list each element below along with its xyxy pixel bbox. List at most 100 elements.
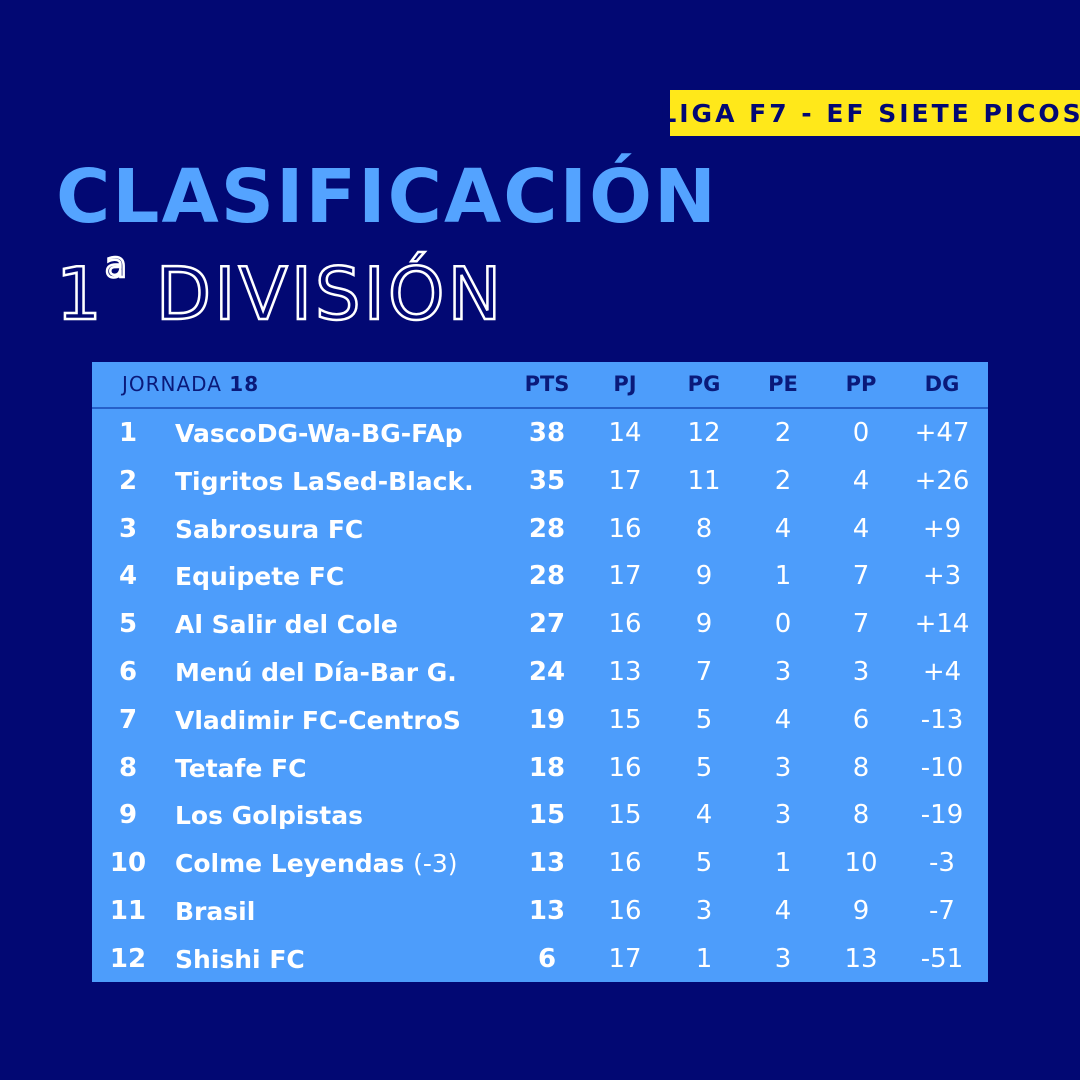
points-cell: 18 [528, 752, 566, 783]
lost-cell: 10 [844, 848, 878, 879]
jornada-label: JORNADA 18 [122, 362, 259, 407]
table-row: 4 Equipete FC 28 17 9 1 7 +3 [92, 553, 988, 601]
position-cell: 6 [118, 656, 138, 687]
lost-cell: 6 [852, 704, 870, 735]
won-cell: 9 [695, 561, 713, 592]
team-name: Colme Leyendas [175, 849, 405, 879]
header-pe: PE [768, 372, 798, 396]
goal-difference-cell: +4 [922, 656, 962, 687]
points-cell: 15 [528, 800, 566, 831]
team-cell: Tigritos LaSed-Black. [175, 458, 515, 506]
team-name: Tetafe FC [175, 753, 307, 783]
division-ordinal: a [104, 245, 130, 286]
points-cell: 19 [528, 704, 566, 735]
position-cell: 1 [118, 418, 138, 448]
played-cell: 16 [608, 513, 642, 544]
played-cell: 14 [608, 418, 642, 448]
played-cell: 16 [608, 895, 642, 926]
drawn-cell: 3 [774, 800, 792, 831]
lost-cell: 4 [852, 513, 870, 544]
played-cell: 16 [608, 848, 642, 879]
team-cell: Shishi FC [175, 936, 515, 984]
points-cell: 38 [528, 418, 566, 448]
played-cell: 17 [608, 465, 642, 496]
drawn-cell: 3 [774, 943, 792, 974]
won-cell: 4 [695, 800, 713, 831]
points-cell: 28 [528, 561, 566, 592]
position-cell: 12 [109, 943, 147, 974]
drawn-cell: 3 [774, 752, 792, 783]
won-cell: 5 [695, 752, 713, 783]
goal-difference-cell: -19 [920, 800, 964, 831]
table-header: JORNADA 18 PTS PJ PG PE PP DG [92, 362, 988, 409]
played-cell: 16 [608, 609, 642, 640]
team-cell: VascoDG-Wa-BG-FAp [175, 410, 515, 458]
team-name: Tigritos LaSed-Black. [175, 466, 474, 496]
table-row: 2 Tigritos LaSed-Black. 35 17 11 2 4 +26 [92, 458, 988, 506]
jornada-text: JORNADA [122, 372, 222, 396]
table-row: 12 Shishi FC 6 17 1 3 13 -51 [92, 936, 988, 984]
division-subtitle: 1a DIVISIÓN [55, 246, 504, 331]
goal-difference-cell: -13 [920, 704, 964, 735]
table-row: 11 Brasil 13 16 3 4 9 -7 [92, 888, 988, 936]
team-cell: Al Salir del Cole [175, 601, 515, 649]
points-cell: 27 [528, 609, 566, 640]
won-cell: 11 [687, 465, 721, 496]
goal-difference-cell: +14 [914, 609, 970, 640]
team-cell: Vladimir FC-CentroS [175, 697, 515, 745]
drawn-cell: 3 [774, 656, 792, 687]
lost-cell: 4 [852, 465, 870, 496]
jornada-number: 18 [229, 372, 260, 396]
goal-difference-cell: +9 [922, 513, 962, 544]
team-cell: Menú del Día-Bar G. [175, 649, 515, 697]
penalty-note: (-3) [413, 849, 458, 879]
division-label: DIVISIÓN [155, 252, 505, 336]
position-cell: 11 [109, 895, 147, 926]
team-name: Vladimir FC-CentroS [175, 705, 461, 735]
goal-difference-cell: -3 [929, 848, 955, 879]
drawn-cell: 1 [774, 848, 792, 879]
table-row: 3 Sabrosura FC 28 16 8 4 4 +9 [92, 506, 988, 554]
header-pg: PG [687, 372, 721, 396]
header-dg: DG [924, 372, 960, 396]
standings-table: JORNADA 18 PTS PJ PG PE PP DG 1 VascoDG-W… [92, 362, 988, 982]
lost-cell: 3 [852, 656, 870, 687]
table-row: 8 Tetafe FC 18 16 5 3 8 -10 [92, 745, 988, 793]
team-name: Sabrosura FC [175, 514, 364, 544]
division-number: 1 [55, 252, 105, 336]
table-body: 1 VascoDG-Wa-BG-FAp 38 14 12 2 0 +47 2 Tigritos L… [92, 410, 988, 984]
team-name: Brasil [175, 896, 256, 926]
won-cell: 12 [687, 418, 721, 448]
drawn-cell: 2 [774, 465, 792, 496]
table-row: 10 Colme Leyendas (-3) 13 16 5 1 10 -3 [92, 840, 988, 888]
lost-cell: 7 [852, 561, 870, 592]
position-cell: 4 [118, 561, 138, 592]
goal-difference-cell: +3 [922, 561, 962, 592]
team-name: Shishi FC [175, 944, 305, 974]
drawn-cell: 4 [774, 513, 792, 544]
header-pts: PTS [524, 372, 570, 396]
played-cell: 13 [608, 656, 642, 687]
position-cell: 8 [118, 752, 138, 783]
drawn-cell: 1 [774, 561, 792, 592]
lost-cell: 13 [844, 943, 878, 974]
team-cell: Colme Leyendas (-3) [175, 840, 515, 888]
won-cell: 1 [695, 943, 713, 974]
position-cell: 10 [109, 848, 147, 879]
lost-cell: 9 [852, 895, 870, 926]
won-cell: 7 [695, 656, 713, 687]
played-cell: 15 [608, 800, 642, 831]
team-name: Menú del Día-Bar G. [175, 657, 457, 687]
points-cell: 28 [528, 513, 566, 544]
won-cell: 9 [695, 609, 713, 640]
points-cell: 6 [537, 943, 557, 974]
drawn-cell: 4 [774, 704, 792, 735]
position-cell: 3 [118, 513, 138, 544]
header-pj: PJ [613, 372, 637, 396]
team-name: Los Golpistas [175, 801, 364, 831]
team-cell: Brasil [175, 888, 515, 936]
team-cell: Tetafe FC [175, 745, 515, 793]
points-cell: 35 [528, 465, 566, 496]
goal-difference-cell: +47 [914, 418, 970, 448]
drawn-cell: 2 [774, 418, 792, 448]
